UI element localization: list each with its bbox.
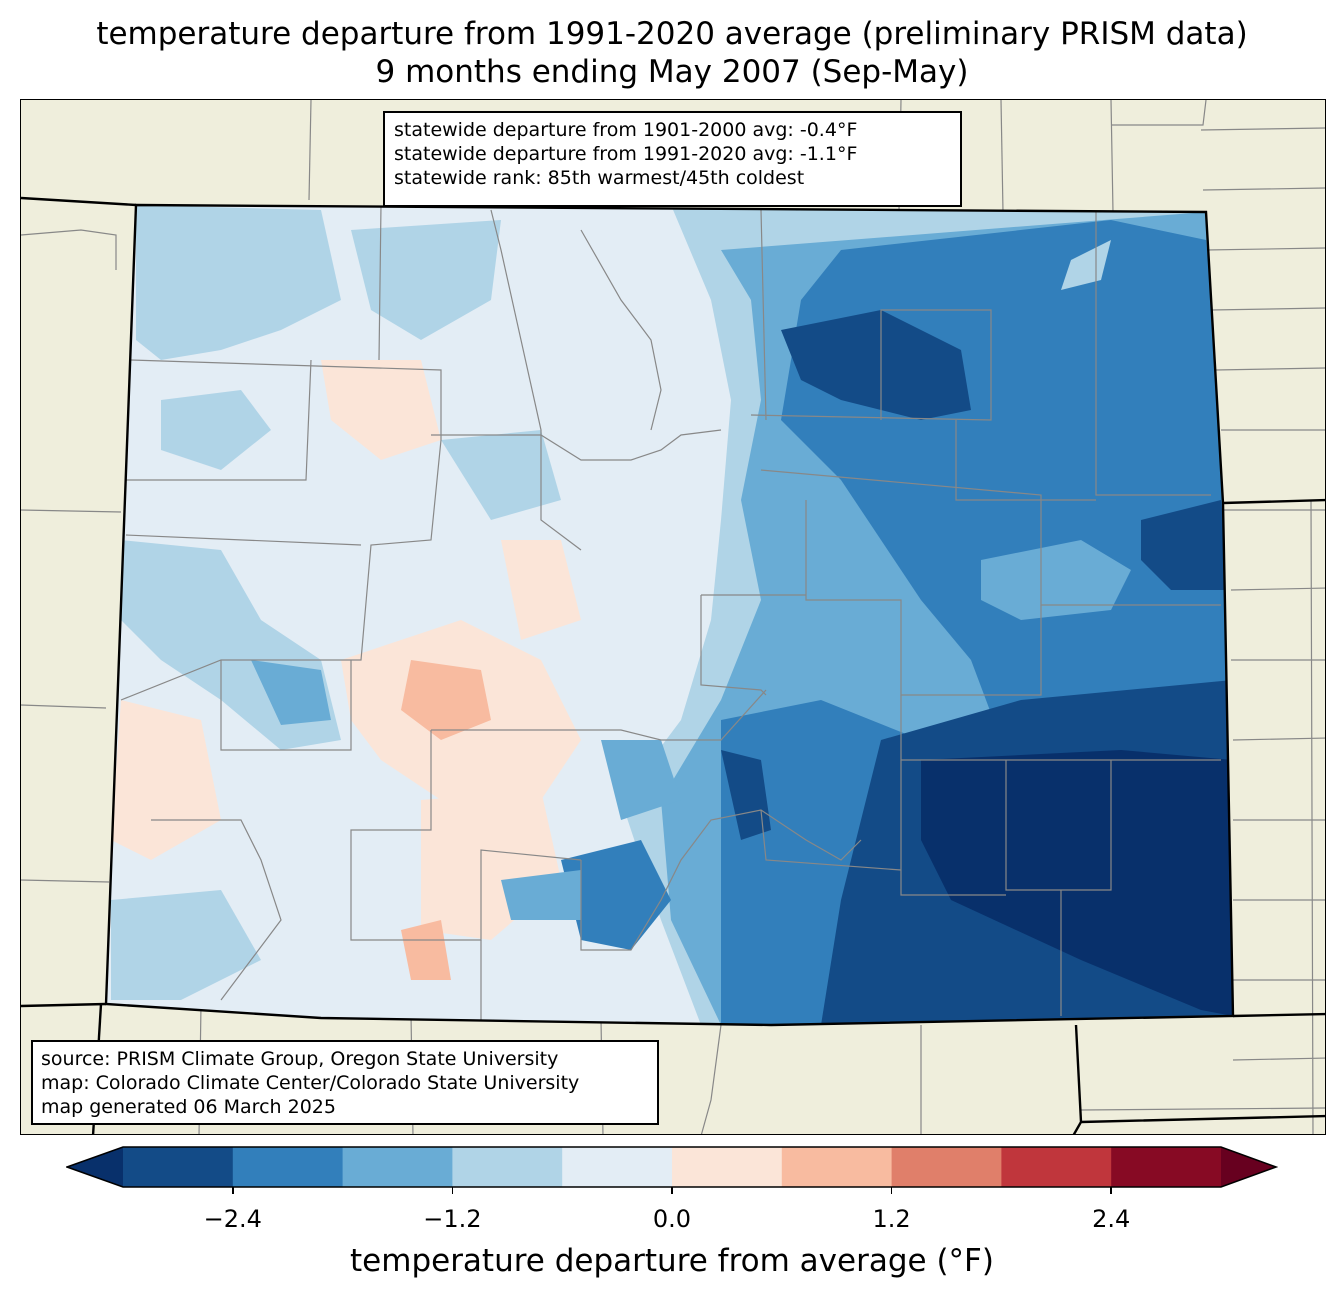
map-title: temperature departure from 1991-2020 ave… <box>96 16 1248 52</box>
colorbar-bin <box>342 1147 453 1187</box>
colorbar-bin <box>1111 1147 1222 1187</box>
colorbar-bin <box>672 1147 783 1187</box>
stat-rank: statewide rank: 85th warmest/45th coldes… <box>394 167 805 189</box>
colorbar-tick-mark <box>890 1187 893 1194</box>
colorbar-extend-low <box>67 1147 123 1187</box>
colorbar-tick-mark <box>1110 1187 1112 1194</box>
stat-departure-1901-2000: statewide departure from 1901-2000 avg: … <box>394 119 858 141</box>
source-line: source: PRISM Climate Group, Oregon Stat… <box>41 1048 559 1070</box>
colorbar-tick-label: −2.4 <box>203 1205 262 1233</box>
colorbar-bin <box>452 1147 563 1187</box>
colorbar-tick-label: 1.2 <box>872 1205 911 1233</box>
colorbar-tick-label: 0.0 <box>652 1205 692 1233</box>
colorbar-tick-label: 2.4 <box>1092 1205 1131 1233</box>
colorbar-bin <box>1001 1147 1112 1187</box>
temperature-field <box>106 205 1233 1025</box>
colorbar-bin <box>891 1147 1002 1187</box>
colorbar-label: temperature departure from average (°F) <box>350 1243 994 1279</box>
colorbar-outline <box>66 1146 1278 1188</box>
statewide-stats-box: statewide departure from 1901-2000 avg: … <box>383 111 962 207</box>
stat-departure-1991-2020: statewide departure from 1991-2020 avg: … <box>394 143 858 165</box>
colorbar-tick-mark <box>671 1187 673 1194</box>
colorado-temperature-map <box>20 99 1326 1135</box>
colorbar-tick-label: −1.2 <box>423 1205 482 1233</box>
map-subtitle: 9 months ending May 2007 (Sep-May) <box>375 54 969 90</box>
colorbar <box>66 1146 1278 1188</box>
colorbar-tick-mark <box>232 1187 234 1194</box>
colorbar-tick-mark <box>451 1187 454 1194</box>
county-lines <box>120 205 1221 1020</box>
colorbar-bin <box>232 1147 344 1187</box>
colorbar-extend-high <box>1221 1147 1276 1187</box>
colorbar-bin <box>781 1147 893 1187</box>
source-box: source: PRISM Climate Group, Oregon Stat… <box>31 1040 659 1125</box>
colorbar-bin <box>562 1147 673 1187</box>
generated-date-line: map generated 06 March 2025 <box>41 1096 336 1118</box>
map-credit-line: map: Colorado Climate Center/Colorado St… <box>41 1072 580 1094</box>
colorbar-bin <box>123 1147 234 1187</box>
state-boundaries <box>21 196 1325 1134</box>
